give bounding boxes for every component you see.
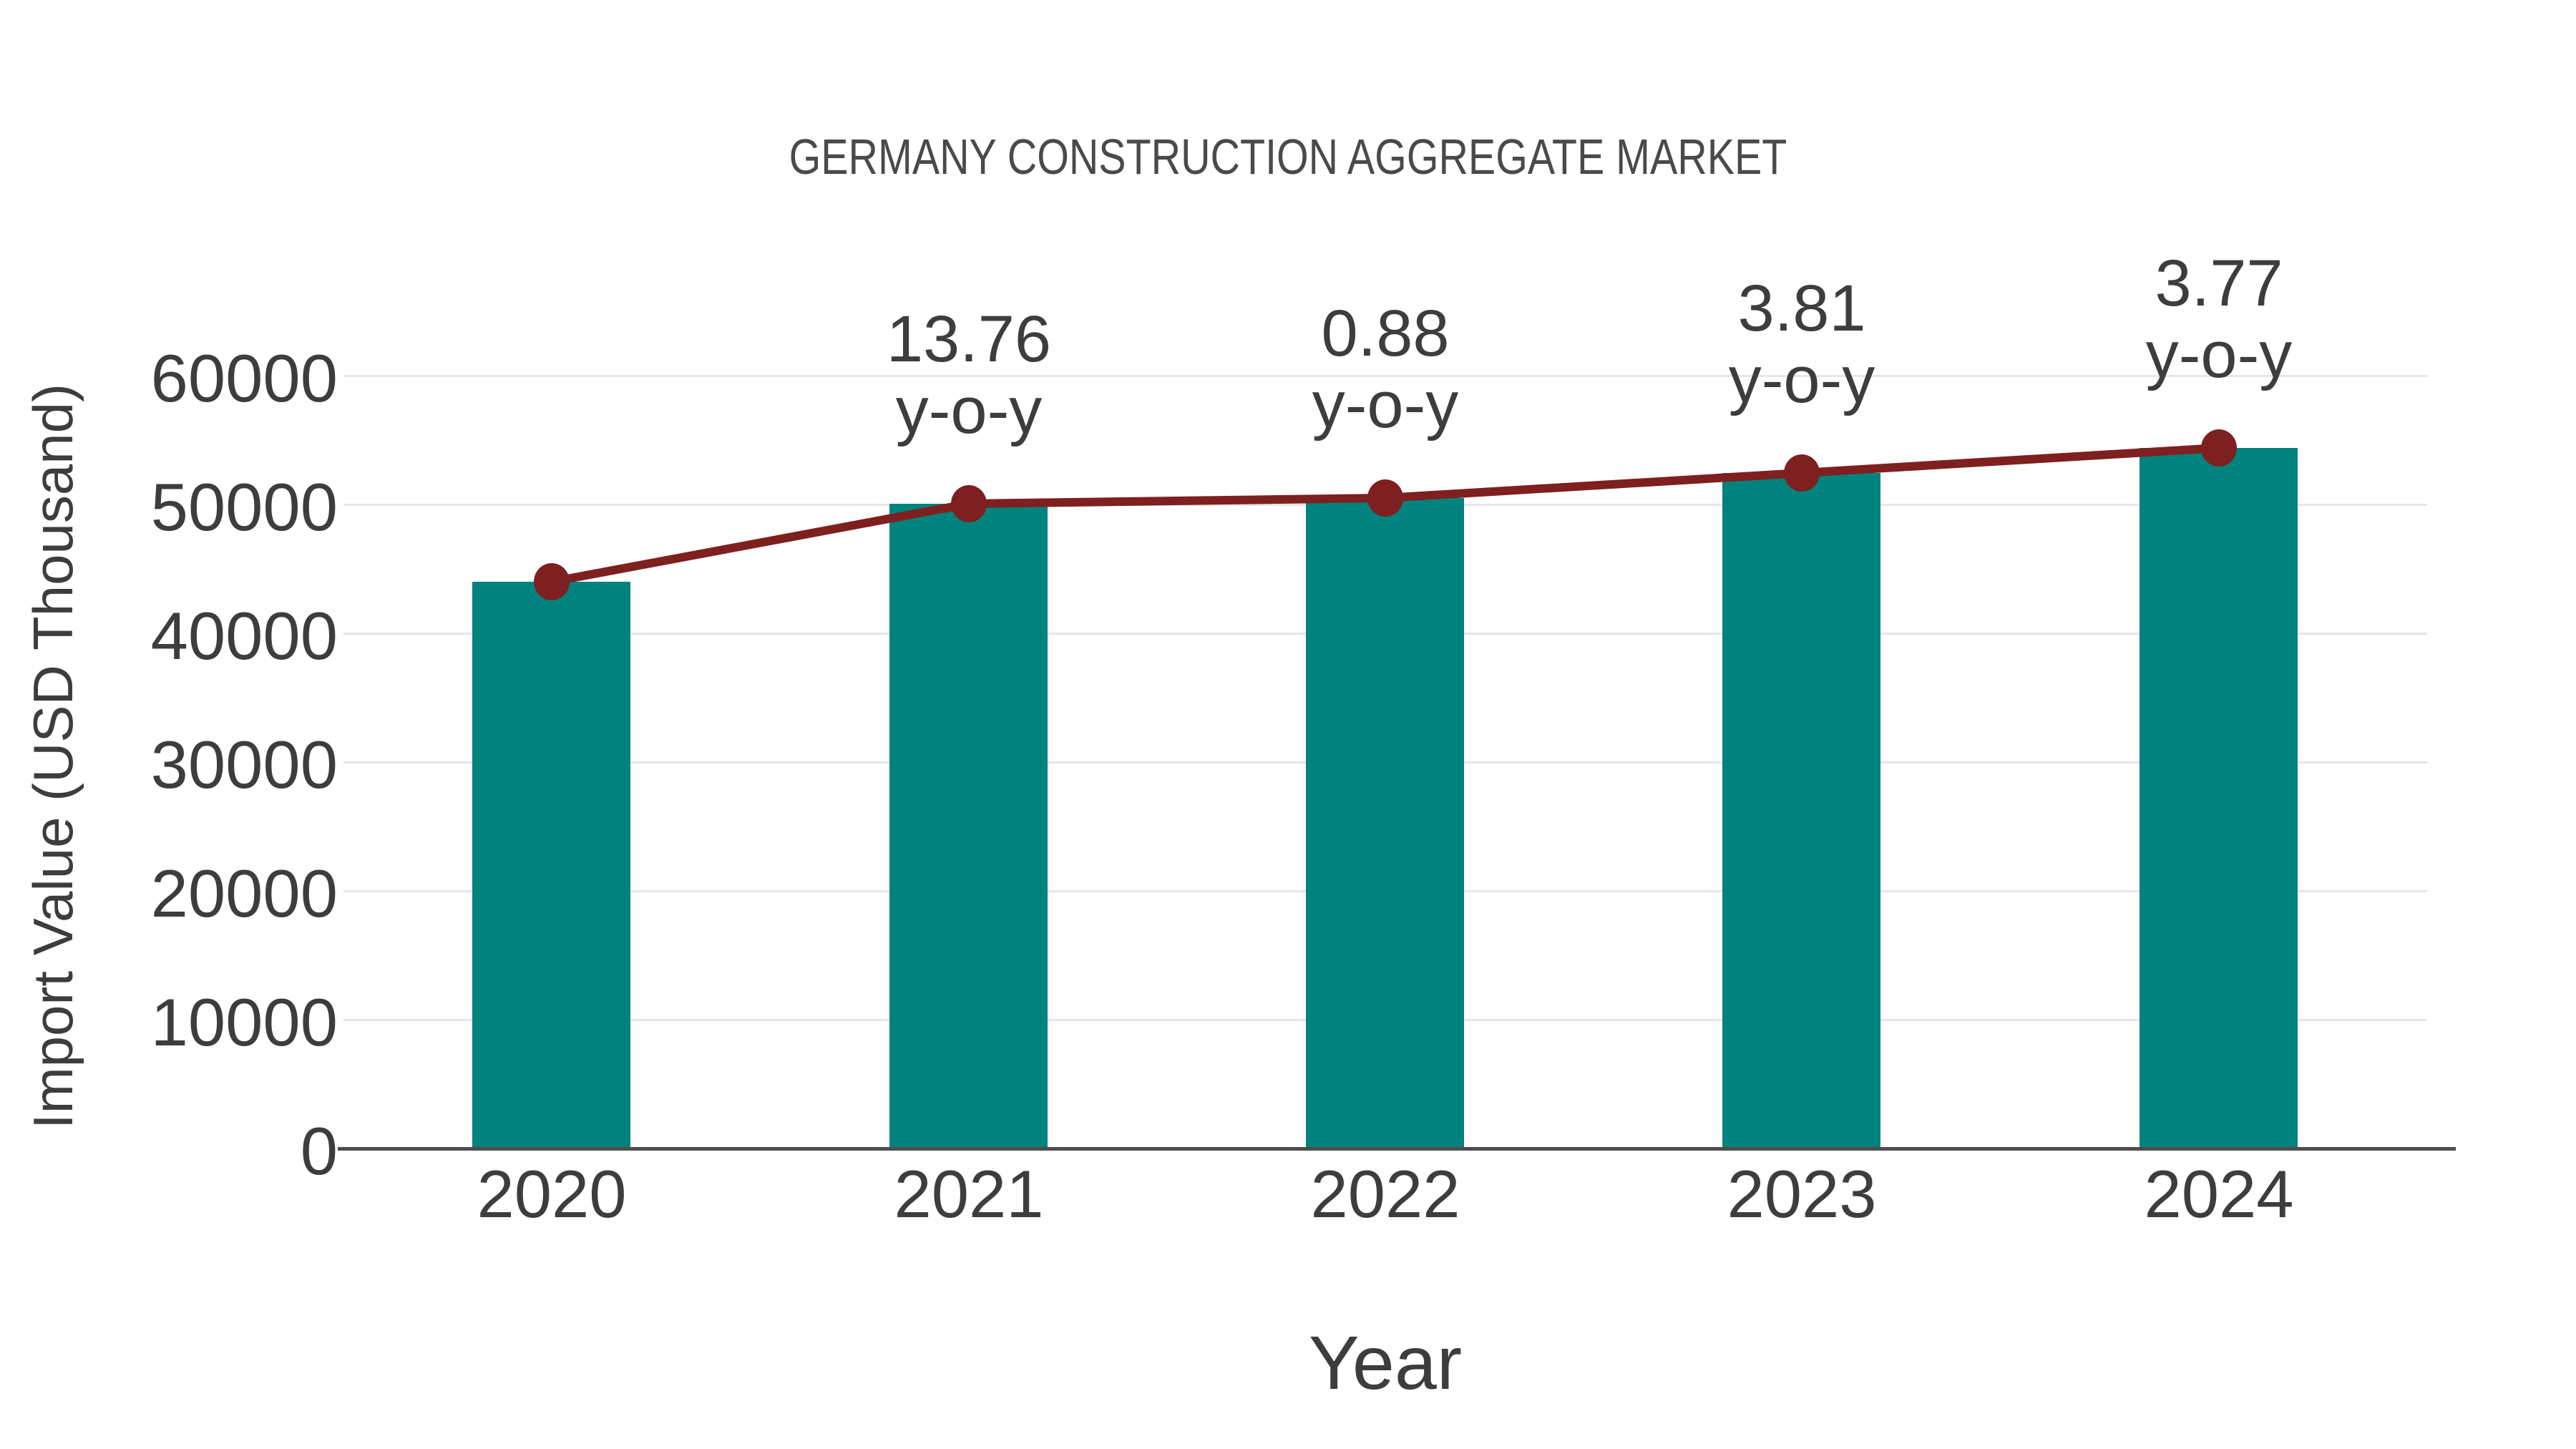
chart-title: GERMANY CONSTRUCTION AGGREGATE MARKET — [789, 129, 1787, 185]
annotation-value-2024: 3.77 — [2155, 247, 2283, 320]
y-tick-label-0: 0 — [300, 1113, 338, 1189]
x-tick-label-2023: 2023 — [1727, 1156, 1877, 1231]
line-marker-2021 — [951, 485, 987, 522]
x-tick-label-2024: 2024 — [2144, 1156, 2294, 1231]
bar-2023 — [1722, 473, 1880, 1148]
y-tick-label-10000: 10000 — [150, 985, 338, 1060]
x-axis-line — [338, 1147, 2456, 1151]
annotation-value-2021: 13.76 — [886, 303, 1052, 376]
annotation-suffix-2021: y-o-y — [895, 374, 1043, 447]
x-tick-label-2022: 2022 — [1310, 1156, 1460, 1231]
y-tick-label-40000: 40000 — [150, 598, 338, 673]
y-tick-label-20000: 20000 — [150, 856, 338, 931]
annotation-suffix-2022: y-o-y — [1312, 369, 1459, 441]
y-tick-label-50000: 50000 — [150, 469, 338, 545]
annotation-value-2022: 0.88 — [1321, 297, 1450, 370]
y-tick-label-30000: 30000 — [150, 727, 338, 802]
bar-2024 — [2140, 448, 2298, 1148]
bar-2020 — [472, 582, 630, 1148]
annotation-suffix-2024: y-o-y — [2145, 318, 2293, 391]
line-marker-2024 — [2201, 429, 2237, 467]
annotation-value-2023: 3.81 — [1737, 272, 1866, 345]
y-tick-label-60000: 60000 — [150, 341, 338, 416]
x-tick-label-2021: 2021 — [894, 1156, 1044, 1231]
gridline-60000 — [343, 375, 2427, 377]
annotation-suffix-2023: y-o-y — [1728, 343, 1875, 416]
x-axis-title: Year — [1308, 1321, 1463, 1405]
x-tick-label-2020: 2020 — [477, 1156, 627, 1231]
bar-2021 — [889, 504, 1048, 1148]
bar-2022 — [1306, 498, 1464, 1148]
line-marker-2022 — [1367, 479, 1403, 517]
line-marker-2020 — [534, 563, 570, 600]
line-marker-2023 — [1784, 454, 1820, 492]
